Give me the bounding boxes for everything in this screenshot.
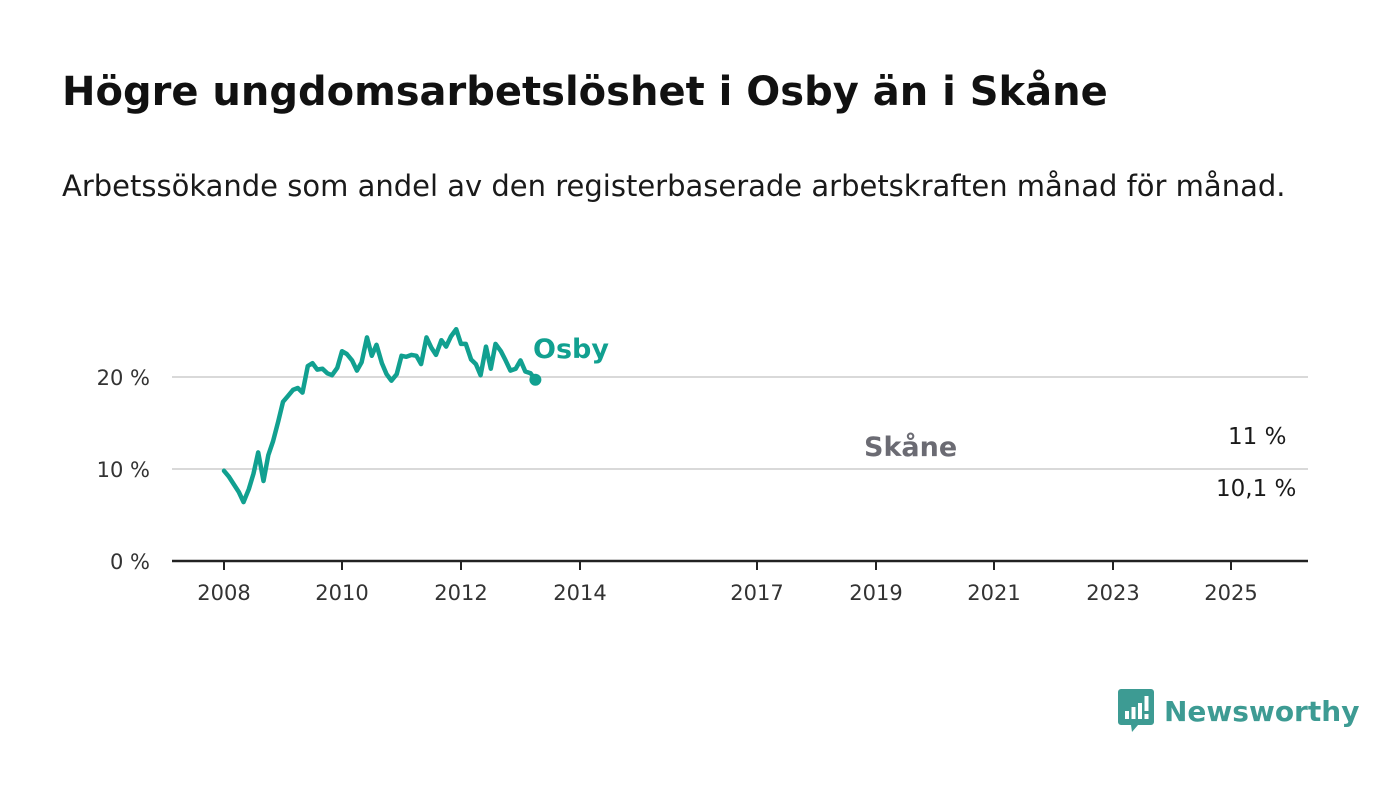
series-lines <box>221 326 542 505</box>
series-line-osby <box>221 326 538 505</box>
brand-name: Newsworthy <box>1164 694 1360 728</box>
brand-logo: Newsworthy <box>1118 688 1359 734</box>
y-axis-tick-labels: 0 % 10 % 20 % <box>97 366 150 574</box>
series-label-skane: Skåne <box>864 431 957 463</box>
x-axis-tick-labels: 2008 2010 2012 2014 2017 2019 2021 2023 2025 <box>197 561 1258 605</box>
x-tick-label: 2025 <box>1204 581 1257 605</box>
x-tick-label: 2012 <box>434 581 487 605</box>
end-label-skane: 10,1 % <box>1216 476 1296 502</box>
series-labels: Osby Skåne 11 % 10,1 % <box>533 334 1296 502</box>
y-tick-label: 0 % <box>110 550 150 574</box>
y-tick-label: 10 % <box>97 458 150 482</box>
x-tick-label: 2010 <box>315 581 368 605</box>
x-tick-label: 2021 <box>967 581 1020 605</box>
x-tick-label: 2017 <box>730 581 783 605</box>
y-tick-label: 20 % <box>97 366 150 390</box>
chart-subtitle: Arbetssökande som andel av den registerb… <box>62 169 1286 203</box>
x-tick-label: 2008 <box>197 581 250 605</box>
end-label-osby: 11 % <box>1228 424 1286 450</box>
chart-title: Högre ungdomsarbetslöshet i Osby än i Sk… <box>62 69 1108 115</box>
bar-chart-badge-icon <box>1118 689 1154 732</box>
osby-end-marker <box>529 373 542 386</box>
x-tick-label: 2014 <box>553 581 606 605</box>
x-tick-label: 2023 <box>1086 581 1139 605</box>
series-label-osby: Osby <box>533 334 609 365</box>
grid-lines <box>172 376 1308 563</box>
x-tick-label: 2019 <box>849 581 902 605</box>
